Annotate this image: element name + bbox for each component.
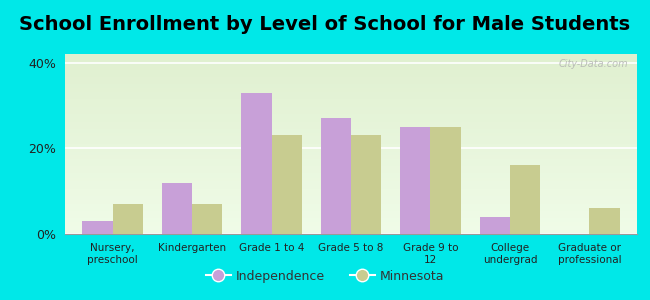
Text: City-Data.com: City-Data.com <box>559 59 629 69</box>
Bar <box>241 93 272 234</box>
Bar <box>351 135 381 234</box>
Bar <box>590 208 619 234</box>
Bar <box>510 165 540 234</box>
Bar <box>480 217 510 234</box>
Bar <box>112 204 143 234</box>
Bar <box>430 127 461 234</box>
Bar <box>400 127 430 234</box>
Legend: Independence, Minnesota: Independence, Minnesota <box>201 265 449 288</box>
Text: School Enrollment by Level of School for Male Students: School Enrollment by Level of School for… <box>20 15 630 34</box>
Bar <box>272 135 302 234</box>
Bar <box>162 183 192 234</box>
Bar <box>83 221 112 234</box>
Bar <box>321 118 351 234</box>
Bar <box>192 204 222 234</box>
